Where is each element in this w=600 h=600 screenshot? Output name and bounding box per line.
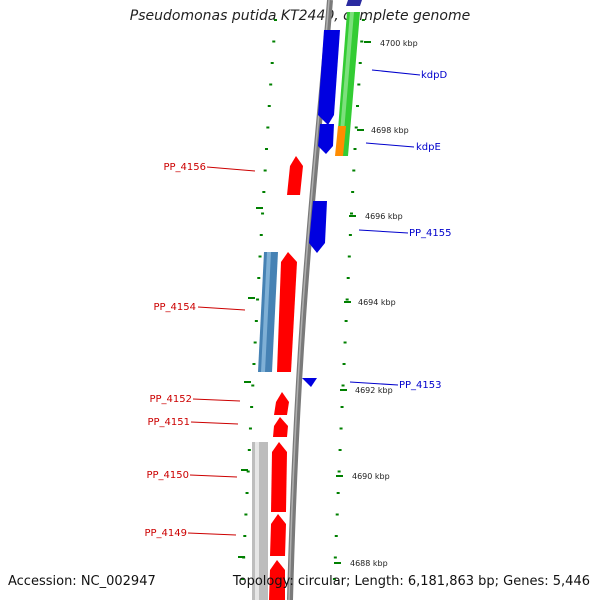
label-pp4149: PP_4149	[144, 528, 187, 539]
gene-kdpe-arrow[interactable]	[318, 124, 334, 154]
scale-labels: 4700 kbp 4698 kbp 4696 kbp 4694 kbp 4692…	[350, 39, 418, 568]
scale-label-4698: 4698 kbp	[371, 126, 409, 135]
label-pp4154: PP_4154	[153, 302, 196, 313]
gene-pp4156-arrow[interactable]	[287, 156, 303, 195]
inner-tick-track	[241, 19, 278, 580]
gene-pp4149-arrow[interactable]	[270, 514, 286, 556]
cds-orange-bar	[335, 126, 346, 156]
gene-pp4155-arrow[interactable]	[309, 201, 327, 253]
gene-pp4152-arrow[interactable]	[274, 392, 289, 415]
gene-kdpd-arrow[interactable]	[318, 30, 340, 125]
reverse-label-leaders	[349, 69, 421, 386]
label-pp4153: PP_4153	[399, 380, 442, 391]
gene-pp4153-arrow[interactable]	[302, 378, 317, 387]
label-kdpe: kdpE	[416, 142, 441, 153]
cds-steel-bar-highlight	[261, 252, 271, 372]
scale-label-4700: 4700 kbp	[380, 39, 418, 48]
gene-pp4150-arrow[interactable]	[271, 442, 287, 512]
forward-label-leaders	[187, 166, 256, 536]
cds-green-bar-highlight	[338, 12, 354, 156]
scale-label-4694: 4694 kbp	[358, 298, 396, 307]
label-pp4151: PP_4151	[147, 417, 190, 428]
gene-pp4154-arrow[interactable]	[277, 252, 297, 372]
gene-top-arrow[interactable]	[346, 0, 362, 6]
label-pp4152: PP_4152	[149, 394, 192, 405]
label-pp4155: PP_4155	[409, 228, 452, 239]
major-ticks	[238, 41, 371, 564]
label-kdpd: kdpD	[421, 70, 447, 81]
scale-label-4690: 4690 kbp	[352, 472, 390, 481]
genome-summary: Topology: circular; Length: 6,181,863 bp…	[232, 574, 590, 589]
outer-tick-track	[332, 19, 365, 580]
cds-grey-bar-highlight	[255, 442, 259, 600]
gene-pp4151-arrow[interactable]	[273, 417, 288, 437]
map-title: Pseudomonas putida KT2440, complete geno…	[129, 8, 471, 24]
scale-label-4696: 4696 kbp	[365, 212, 403, 221]
scale-label-4692: 4692 kbp	[355, 386, 393, 395]
label-pp4150: PP_4150	[146, 470, 189, 481]
label-pp4156: PP_4156	[163, 162, 206, 173]
accession-label: Accession: NC_002947	[8, 574, 156, 589]
gene-bottom-arrow[interactable]	[269, 560, 285, 600]
scale-label-4688: 4688 kbp	[350, 559, 388, 568]
